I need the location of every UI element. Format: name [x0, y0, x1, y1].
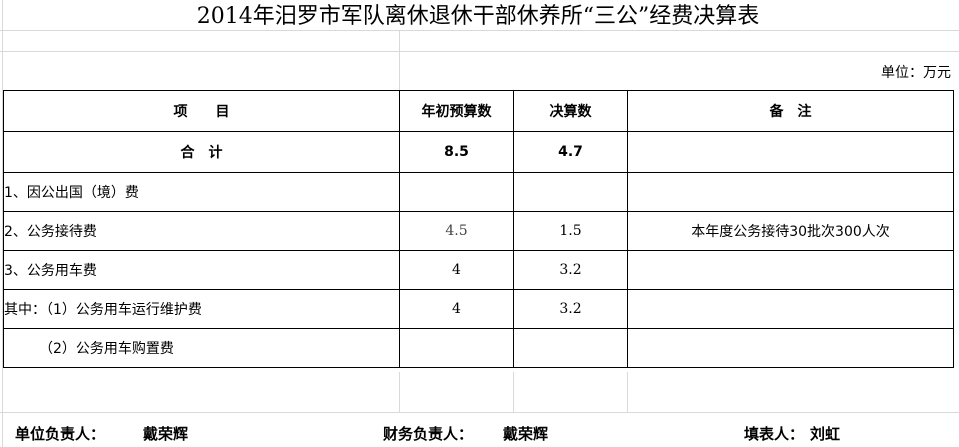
header-note: 备 注 [627, 90, 954, 132]
total-actual: 4.7 [513, 131, 628, 173]
table-row: （2）公务用车购置费 [3, 328, 954, 368]
header-row: 项 目 年初预算数 决算数 备 注 [3, 90, 954, 132]
finance-head: 戴荣辉 [503, 425, 549, 443]
finance-head-label: 财务负责人： [383, 425, 474, 443]
unit-head-label: 单位负责人： [15, 425, 106, 443]
row-item: 1、因公出国（境）费 [3, 172, 400, 212]
row-actual: 1.5 [513, 211, 628, 251]
unit-head: 戴荣辉 [143, 425, 189, 443]
unit-label: 单位：万元 [881, 65, 951, 81]
total-row: 合 计 8.5 4.7 [3, 131, 954, 173]
total-budget: 8.5 [399, 131, 514, 173]
table-row: 2、公务接待费 4.5 1.5 本年度公务接待30批次300人次 [3, 211, 954, 251]
row-item: 2、公务接待费 [3, 211, 400, 251]
preparer-label: 填表人： [744, 425, 805, 443]
table-row: 3、公务用车费 4 3.2 [3, 250, 954, 290]
row-budget: 4 [399, 289, 514, 329]
row-note [627, 289, 954, 329]
total-note [627, 131, 954, 173]
row-item: 3、公务用车费 [3, 250, 400, 290]
row-budget: 4 [399, 250, 514, 290]
total-label: 合 计 [3, 131, 400, 173]
row-note [627, 250, 954, 290]
row-actual [513, 328, 628, 368]
preparer: 刘虹 [810, 425, 841, 443]
header-actual: 决算数 [513, 90, 628, 132]
row-item: 其中：（1）公务用车运行维护费 [3, 289, 400, 329]
header-budget: 年初预算数 [399, 90, 514, 132]
row-budget [399, 328, 514, 368]
row-actual [513, 172, 628, 212]
row-note [627, 172, 954, 212]
header-item: 项 目 [3, 90, 400, 132]
row-actual: 3.2 [513, 289, 628, 329]
row-item: （2）公务用车购置费 [3, 328, 400, 368]
row-note: 本年度公务接待30批次300人次 [627, 211, 954, 251]
table-row: 1、因公出国（境）费 [3, 172, 954, 212]
table-row: 其中：（1）公务用车运行维护费 4 3.2 [3, 289, 954, 329]
row-budget: 4.5 [399, 211, 514, 251]
page-title: 2014年汨罗市军队离休退休干部休养所“三公”经费决算表 [196, 4, 760, 29]
expense-table: 项 目 年初预算数 决算数 备 注 合 计 8.5 4.7 1、因公出国（境）费… [3, 90, 954, 368]
row-budget [399, 172, 514, 212]
row-actual: 3.2 [513, 250, 628, 290]
row-note [627, 328, 954, 368]
